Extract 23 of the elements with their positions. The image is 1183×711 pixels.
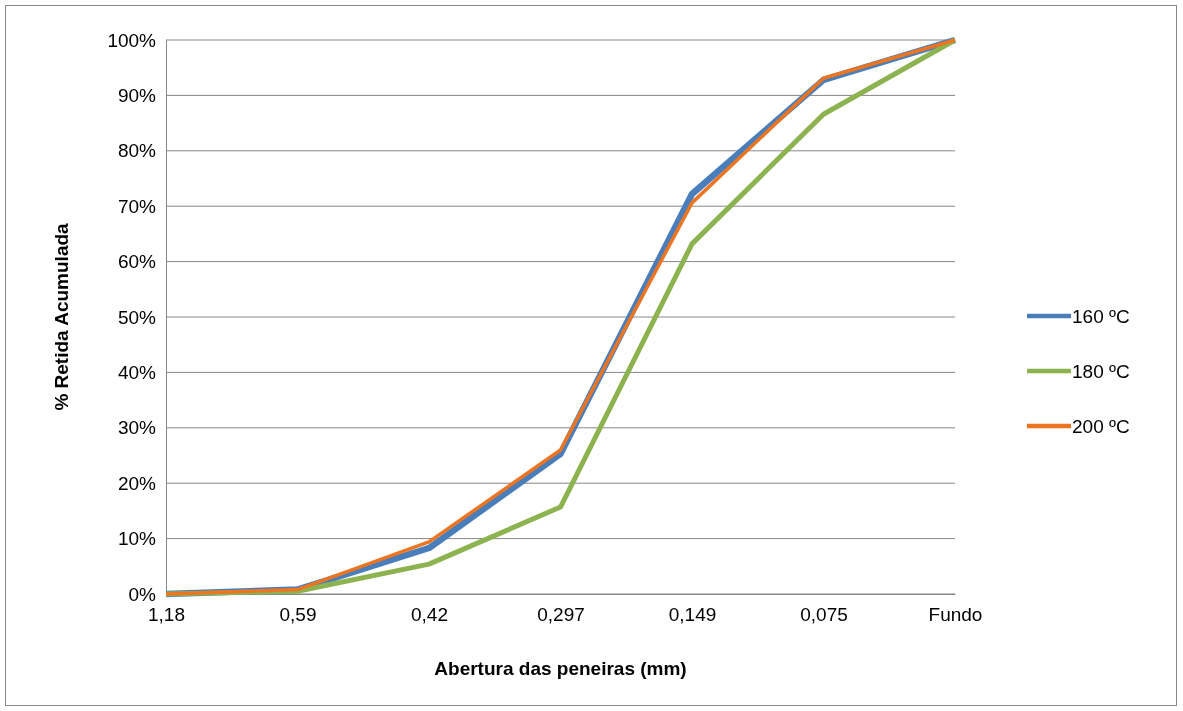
y-tick-label: 0% xyxy=(128,583,157,605)
y-tick-label: 30% xyxy=(117,417,157,439)
x-tick-label: Fundo xyxy=(928,604,983,626)
x-tick-label: 0,149 xyxy=(668,604,717,626)
x-tick-label: 0,297 xyxy=(537,604,585,626)
x-axis-title: Abertura das peneiras (mm) xyxy=(434,658,687,679)
legend-label: 160 ºC xyxy=(1072,306,1130,327)
legend-label: 180 ºC xyxy=(1072,361,1130,382)
y-tick-label: 60% xyxy=(117,251,157,273)
y-tick-label: 20% xyxy=(117,472,157,494)
y-tick-label: 70% xyxy=(117,195,157,217)
x-tick-label: 1,18 xyxy=(148,604,185,626)
y-tick-label: 50% xyxy=(117,306,157,328)
legend-label: 200 ºC xyxy=(1072,416,1130,437)
y-tick-label: 80% xyxy=(117,140,157,162)
y-tick-label: 40% xyxy=(117,361,157,383)
x-tick-label: 0,59 xyxy=(279,604,317,626)
x-tick-label: 0,075 xyxy=(800,604,848,626)
y-axis-title: % Retida Acumulada xyxy=(51,222,72,411)
y-tick-label: 10% xyxy=(117,528,157,550)
y-tick-label: 100% xyxy=(107,29,157,51)
y-tick-label: 90% xyxy=(117,84,157,106)
x-tick-label: 0,42 xyxy=(411,604,448,626)
